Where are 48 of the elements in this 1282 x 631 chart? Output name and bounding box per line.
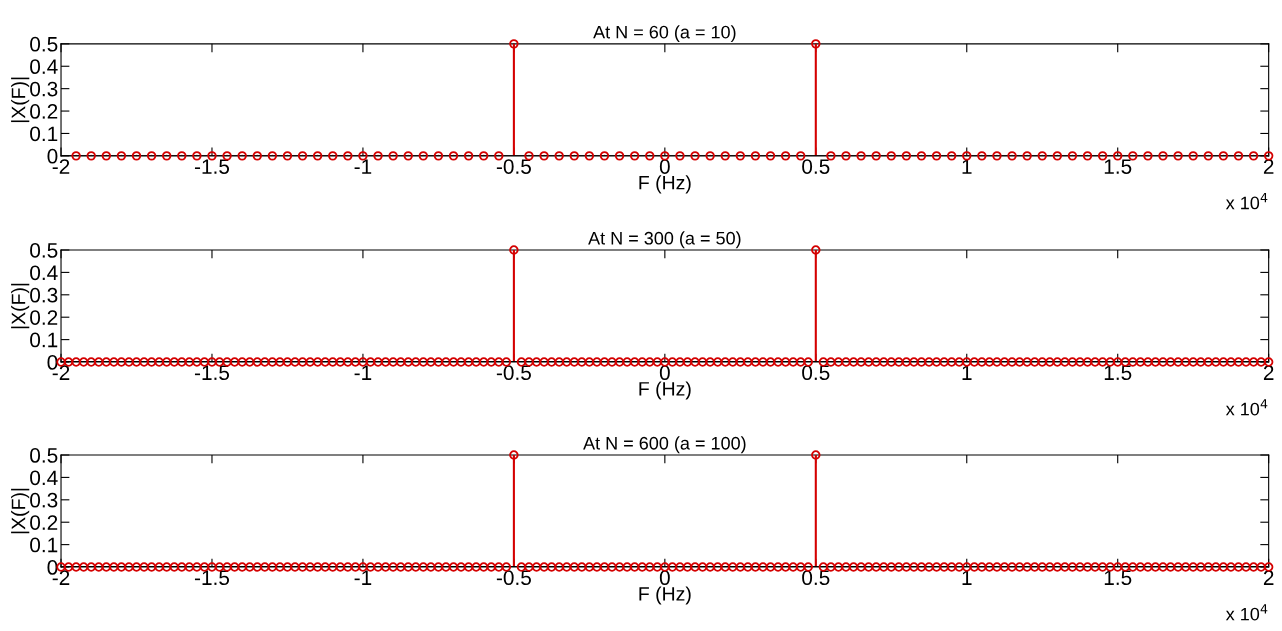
x-tick-label: 0.5 xyxy=(802,365,830,381)
y-axis-title: |X(F)| xyxy=(11,488,30,534)
text: x 10$^{4}$ xyxy=(1225,399,1268,416)
y-tick-label: 0.4 xyxy=(30,59,58,75)
x-tick-label: 1.5 xyxy=(1104,365,1132,381)
x-tick-label: -1.5 xyxy=(194,570,230,586)
x-tick-label: -1 xyxy=(354,365,372,380)
y-tick-label: 0.5 xyxy=(30,36,58,52)
y-tick-label: 0.3 xyxy=(30,492,58,508)
y-tick-label: 0.3 xyxy=(30,287,58,303)
y-tick-label: 0.5 xyxy=(30,243,58,258)
x-tick-label: 0.5 xyxy=(802,159,830,174)
chart-title: At N = 300 (a = 50) xyxy=(588,231,741,249)
chart-title: At N = 600 (a = 100) xyxy=(583,436,746,454)
y-tick-label: 0.1 xyxy=(30,126,58,142)
y-tick-label: 0.4 xyxy=(30,470,58,486)
y-tick-label: 0.2 xyxy=(30,310,58,325)
x-tick-label: 0.5 xyxy=(802,570,830,586)
x-tick-label: 0 xyxy=(659,570,670,586)
x-tick-label: 1.5 xyxy=(1104,570,1132,586)
x-tick-label: 0 xyxy=(659,365,670,381)
y-axis-title: |X(F)| xyxy=(11,77,30,123)
x-tick-label: -1 xyxy=(354,159,372,174)
x-tick-label: 1 xyxy=(962,159,972,174)
x-axis-title: F (Hz) xyxy=(639,586,691,605)
x-axis-title: F (Hz) xyxy=(639,381,691,400)
x-tick-label: 1 xyxy=(962,570,972,585)
x-tick-label: 1 xyxy=(962,365,972,380)
x-tick-label: -1.5 xyxy=(194,159,230,174)
text: x 10$^{4}$ xyxy=(1225,604,1268,621)
x-tick-label: 1.5 xyxy=(1104,159,1132,174)
x-tick-label: -1 xyxy=(354,570,372,585)
x-tick-label: 0 xyxy=(659,159,670,174)
y-tick-label: 0.1 xyxy=(30,332,58,348)
y-tick-label: 0.5 xyxy=(30,448,58,463)
chart-title: At N = 60 (a = 10) xyxy=(593,25,736,43)
x-tick-label: -0.5 xyxy=(496,365,531,381)
x-axis-title: F (Hz) xyxy=(639,175,691,194)
y-tick-label: 0.3 xyxy=(30,81,58,97)
x-tick-label: -0.5 xyxy=(496,570,531,586)
x-tick-label: -1.5 xyxy=(194,365,230,381)
y-axis-title: |X(F)| xyxy=(11,283,30,329)
y-tick-label: 0.2 xyxy=(30,515,58,530)
y-tick-label: 0.2 xyxy=(30,104,58,119)
y-tick-label: 0.1 xyxy=(30,537,58,553)
text: x 10$^{4}$ xyxy=(1225,193,1268,210)
y-tick-label: 0.4 xyxy=(30,265,58,281)
x-tick-label: -0.5 xyxy=(496,159,531,174)
